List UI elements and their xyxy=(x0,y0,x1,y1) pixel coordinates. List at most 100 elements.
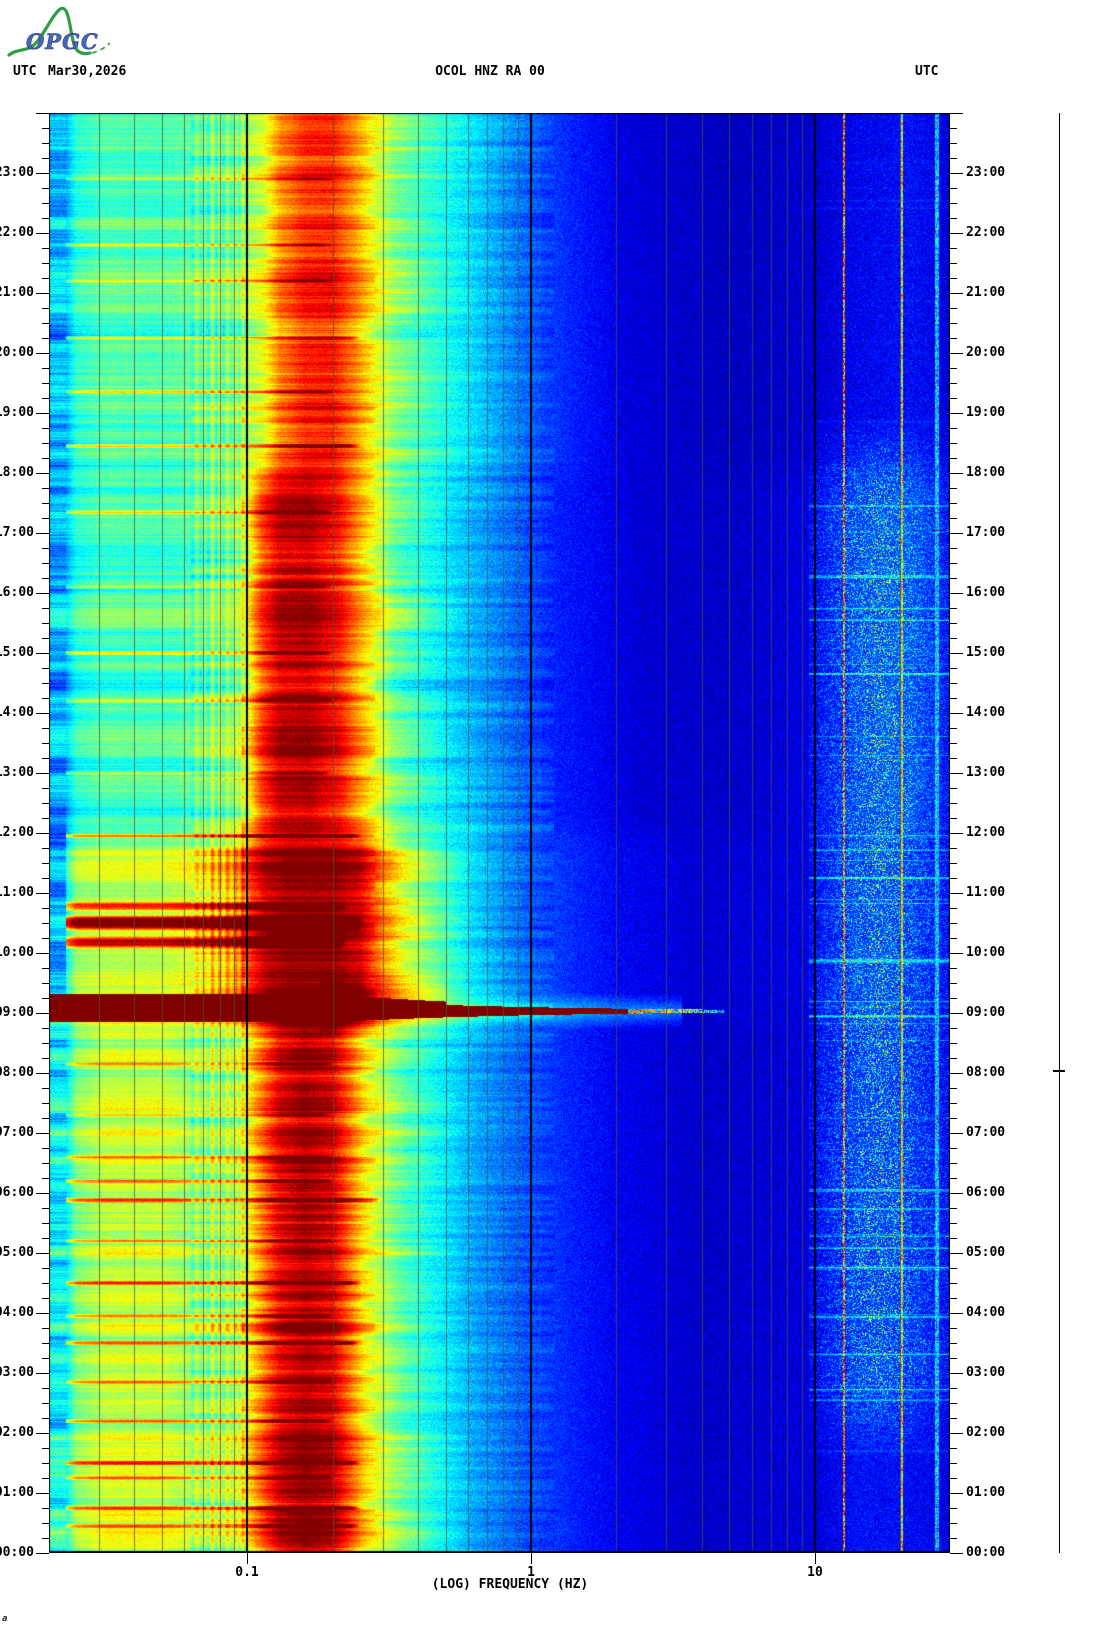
time-label-right: 15:00 xyxy=(966,645,1006,660)
freq-tick xyxy=(247,1553,248,1564)
time-tick-left xyxy=(36,533,49,534)
time-tick-left xyxy=(36,653,49,654)
time-label-left: 16:00 xyxy=(0,585,34,600)
spectrogram-heatmap xyxy=(49,113,950,1553)
time-tick-right xyxy=(950,1538,957,1539)
right-scale-tick xyxy=(1053,1070,1065,1072)
time-tick-right xyxy=(950,413,963,414)
time-tick-right xyxy=(950,368,957,369)
time-tick-left xyxy=(42,203,49,204)
time-tick-left xyxy=(42,1268,49,1269)
time-tick-left xyxy=(42,1223,49,1224)
time-tick-left xyxy=(42,668,49,669)
time-label-right: 19:00 xyxy=(966,405,1006,420)
time-tick-right xyxy=(950,1223,957,1224)
time-tick-left xyxy=(42,623,49,624)
time-tick-left xyxy=(42,923,49,924)
time-tick-right xyxy=(950,728,957,729)
time-tick-left xyxy=(42,1478,49,1479)
freq-tick-label: 10 xyxy=(807,1565,823,1580)
time-tick-left xyxy=(42,803,49,804)
time-tick-left xyxy=(36,233,49,234)
time-tick-right xyxy=(950,1373,963,1374)
time-tick-right xyxy=(950,1328,957,1329)
time-tick-left xyxy=(42,503,49,504)
time-label-left: 23:00 xyxy=(0,165,34,180)
time-tick-right xyxy=(950,383,957,384)
time-tick-left xyxy=(36,893,49,894)
time-tick-left xyxy=(42,1103,49,1104)
time-tick-left xyxy=(42,308,49,309)
time-tick-right xyxy=(950,1448,957,1449)
time-tick-right xyxy=(950,398,957,399)
time-tick-right xyxy=(950,158,957,159)
time-tick-left xyxy=(36,593,49,594)
time-tick-left xyxy=(42,983,49,984)
time-label-right: 03:00 xyxy=(966,1365,1006,1380)
time-tick-left xyxy=(42,908,49,909)
time-tick-right xyxy=(950,1358,957,1359)
time-tick-right xyxy=(950,1238,957,1239)
time-label-right: 12:00 xyxy=(966,825,1006,840)
time-tick-left xyxy=(42,443,49,444)
opgc-logo: OPGC xyxy=(7,6,111,57)
time-tick-left xyxy=(42,1163,49,1164)
time-tick-right xyxy=(950,833,963,834)
time-tick-left xyxy=(36,1073,49,1074)
time-tick-right xyxy=(950,503,957,504)
time-label-left: 15:00 xyxy=(0,645,34,660)
time-tick-left xyxy=(42,1328,49,1329)
time-label-left: 10:00 xyxy=(0,945,34,960)
time-tick-right xyxy=(950,188,957,189)
time-tick-right xyxy=(950,143,957,144)
time-tick-right xyxy=(950,1133,963,1134)
time-tick-right xyxy=(950,308,957,309)
time-label-left: 12:00 xyxy=(0,825,34,840)
time-label-left: 18:00 xyxy=(0,465,34,480)
time-tick-right xyxy=(950,1253,963,1254)
time-label-left: 11:00 xyxy=(0,885,34,900)
time-tick-left xyxy=(42,563,49,564)
logo-mountain-curve xyxy=(7,6,92,57)
time-tick-left xyxy=(42,758,49,759)
freq-tick xyxy=(815,1553,816,1564)
time-label-right: 13:00 xyxy=(966,765,1006,780)
timezone-label-left: UTC xyxy=(13,64,37,79)
time-tick-left xyxy=(42,848,49,849)
time-tick-right xyxy=(950,623,957,624)
time-tick-left xyxy=(42,278,49,279)
time-tick-left xyxy=(42,428,49,429)
freq-tick xyxy=(531,1553,532,1564)
time-tick-left xyxy=(42,878,49,879)
time-tick-left xyxy=(36,833,49,834)
time-tick-right xyxy=(950,323,957,324)
time-tick-right xyxy=(950,248,957,249)
time-label-left: 03:00 xyxy=(0,1365,34,1380)
time-tick-right xyxy=(950,818,957,819)
time-tick-left xyxy=(42,1283,49,1284)
time-label-left: 00:00 xyxy=(0,1545,34,1560)
time-label-right: 04:00 xyxy=(966,1305,1006,1320)
time-tick-right xyxy=(950,1148,957,1149)
time-tick-left xyxy=(42,1043,49,1044)
time-tick-left xyxy=(36,413,49,414)
time-tick-right xyxy=(950,1058,957,1059)
time-tick-left xyxy=(42,548,49,549)
time-tick-right xyxy=(950,1193,963,1194)
time-tick-left xyxy=(36,1553,49,1554)
time-label-left: 22:00 xyxy=(0,225,34,240)
time-tick-right xyxy=(950,953,963,954)
time-tick-left xyxy=(42,1238,49,1239)
time-tick-right xyxy=(950,1343,957,1344)
time-tick-right xyxy=(950,923,957,924)
time-tick-right xyxy=(950,353,963,354)
time-tick-left xyxy=(42,1118,49,1119)
time-tick-left xyxy=(42,1358,49,1359)
time-tick-right xyxy=(950,473,963,474)
right-scale-line xyxy=(1059,113,1060,1553)
time-tick-right xyxy=(950,443,957,444)
time-tick-left xyxy=(36,1373,49,1374)
time-tick-left xyxy=(42,638,49,639)
time-tick-left xyxy=(42,743,49,744)
